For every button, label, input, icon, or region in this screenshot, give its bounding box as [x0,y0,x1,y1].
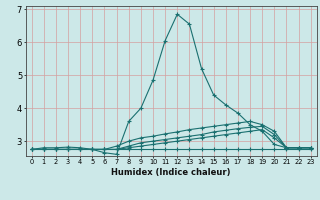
X-axis label: Humidex (Indice chaleur): Humidex (Indice chaleur) [111,168,231,177]
